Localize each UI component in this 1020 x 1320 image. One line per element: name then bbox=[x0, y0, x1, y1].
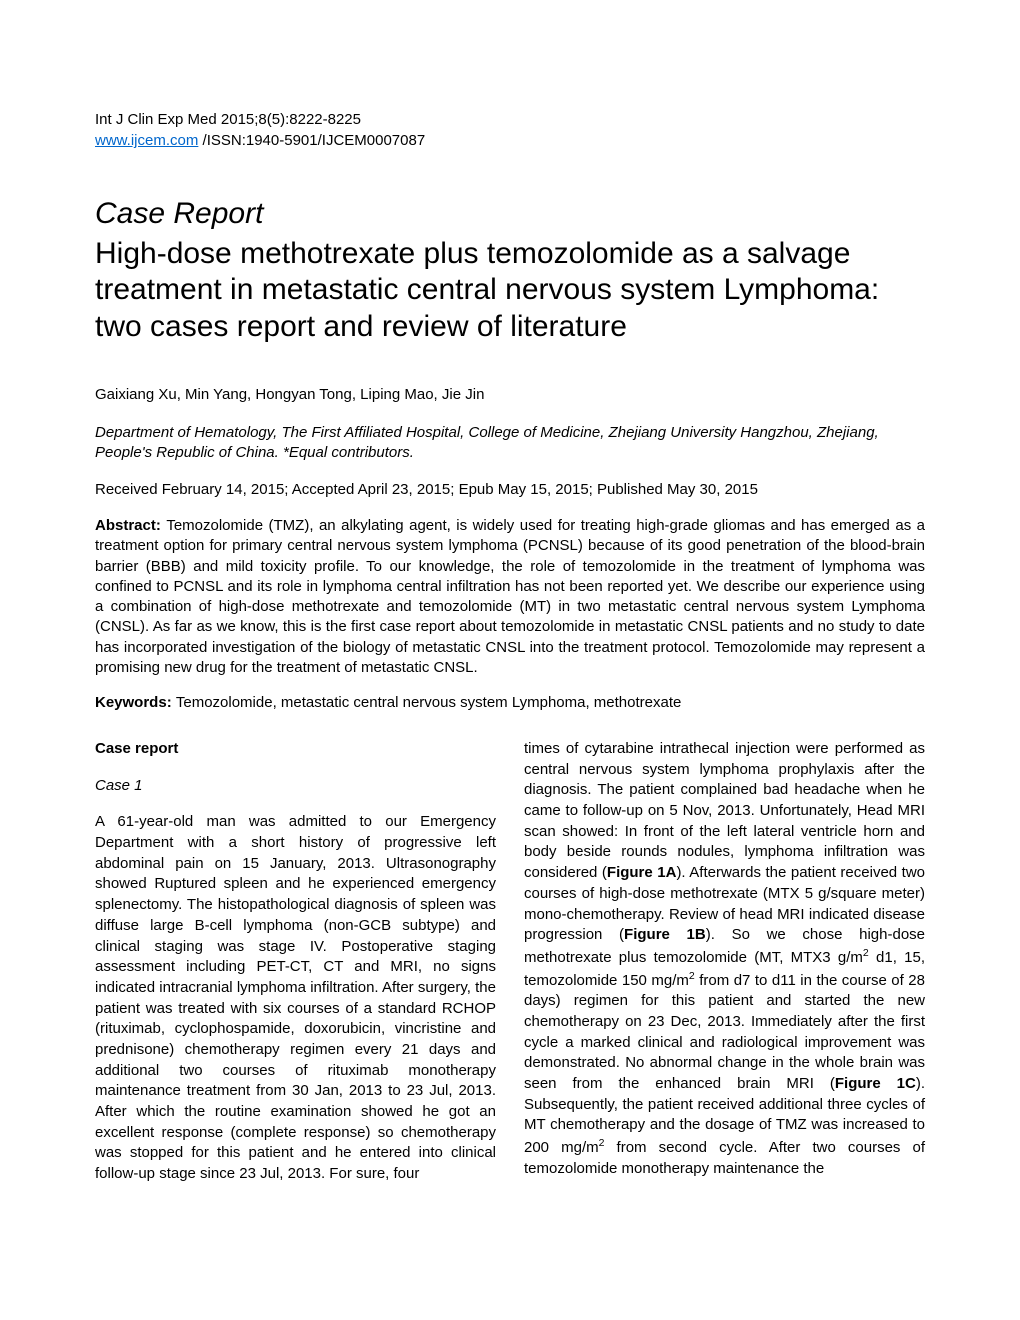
issn-text: /ISSN:1940-5901/IJCEM0007087 bbox=[198, 132, 425, 149]
authors: Gaixiang Xu, Min Yang, Hongyan Tong, Lip… bbox=[95, 386, 925, 403]
body-columns: Case report Case 1 A 61-year-old man was… bbox=[95, 739, 925, 1185]
text-span: times of cytarabine intrathecal injectio… bbox=[524, 740, 925, 881]
article-type: Case Report bbox=[95, 197, 925, 232]
column-right: times of cytarabine intrathecal injectio… bbox=[524, 739, 925, 1185]
journal-citation: Int J Clin Exp Med 2015;8(5):8222-8225 bbox=[95, 110, 925, 130]
keywords-text: Temozolomide, metastatic central nervous… bbox=[176, 694, 682, 711]
figure-ref-1c: Figure 1C bbox=[835, 1075, 916, 1092]
section-heading: Case report bbox=[95, 739, 496, 760]
issn-line: www.ijcem.com /ISSN:1940-5901/IJCEM00070… bbox=[95, 132, 925, 149]
keywords-label: Keywords: bbox=[95, 694, 176, 711]
figure-ref-1b: Figure 1B bbox=[624, 926, 706, 943]
abstract-text: Temozolomide (TMZ), an alkylating agent,… bbox=[95, 517, 925, 676]
body-paragraph-right: times of cytarabine intrathecal injectio… bbox=[524, 739, 925, 1179]
page: Int J Clin Exp Med 2015;8(5):8222-8225 w… bbox=[0, 0, 1020, 1320]
affiliation: Department of Hematology, The First Affi… bbox=[95, 423, 925, 464]
publication-dates: Received February 14, 2015; Accepted Apr… bbox=[95, 481, 925, 498]
journal-link[interactable]: www.ijcem.com bbox=[95, 132, 198, 149]
article-title: High-dose methotrexate plus temozolomide… bbox=[95, 236, 925, 346]
case-heading: Case 1 bbox=[95, 776, 496, 797]
text-span: from d7 to d11 in the course of 28 days)… bbox=[524, 972, 925, 1092]
body-paragraph-left: A 61-year-old man was admitted to our Em… bbox=[95, 812, 496, 1184]
abstract-label: Abstract: bbox=[95, 517, 166, 534]
abstract: Abstract: Temozolomide (TMZ), an alkylat… bbox=[95, 516, 925, 678]
figure-ref-1a: Figure 1A bbox=[607, 864, 677, 881]
keywords: Keywords: Temozolomide, metastatic centr… bbox=[95, 694, 925, 711]
column-left: Case report Case 1 A 61-year-old man was… bbox=[95, 739, 496, 1185]
